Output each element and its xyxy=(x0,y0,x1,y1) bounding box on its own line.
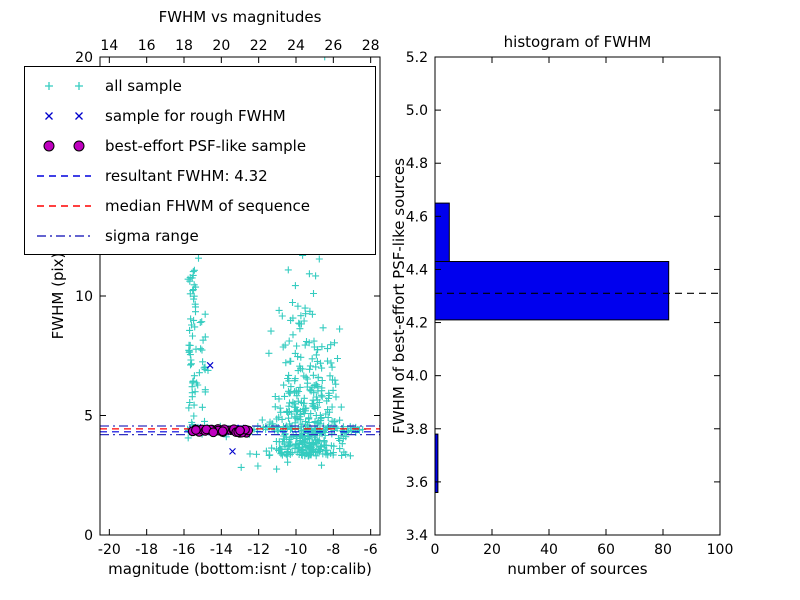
svg-text:5.2: 5.2 xyxy=(406,50,428,66)
histogram-title: histogram of FWHM xyxy=(503,33,652,51)
svg-text:26: 26 xyxy=(324,38,342,54)
svg-text:-12: -12 xyxy=(247,542,270,558)
svg-text:-18: -18 xyxy=(135,542,158,558)
legend-item-median-fwhm: median FHWM of sequence xyxy=(33,193,367,218)
svg-text:5: 5 xyxy=(84,409,93,425)
svg-text:0: 0 xyxy=(84,528,93,544)
svg-text:20: 20 xyxy=(212,38,230,54)
histogram-plot: 0 20 40 60 80 100 3.4 3.6 3.8 4.0 4.2 4.4 4.6 4.8 5.0 5… xyxy=(406,50,734,558)
svg-text:5.0: 5.0 xyxy=(406,103,428,119)
svg-text:-10: -10 xyxy=(285,542,308,558)
histogram-xlabel: number of sources xyxy=(507,560,648,578)
scatter-title: FWHM vs magnitudes xyxy=(158,8,322,26)
legend-item-sigma-range: sigma range xyxy=(33,223,367,248)
red-dashed-line-icon xyxy=(37,204,91,207)
x-markers-icon xyxy=(45,111,83,120)
legend-item-rough-fwhm: sample for rough FWHM xyxy=(33,103,367,128)
svg-text:-8: -8 xyxy=(326,542,340,558)
svg-text:4.0: 4.0 xyxy=(406,369,428,385)
svg-text:22: 22 xyxy=(250,38,268,54)
svg-text:3.8: 3.8 xyxy=(406,422,428,438)
svg-text:10: 10 xyxy=(75,289,93,305)
svg-text:-14: -14 xyxy=(210,542,233,558)
histogram-ylabel: FWHM of best-effort PSF-like sources xyxy=(390,158,408,434)
legend-label: resultant FWHM: 4.32 xyxy=(105,166,268,185)
blue-dashdot-line-icon xyxy=(37,234,91,237)
svg-text:20: 20 xyxy=(483,542,501,558)
svg-text:4.8: 4.8 xyxy=(406,156,428,172)
svg-text:24: 24 xyxy=(287,38,305,54)
histogram-bar xyxy=(434,261,670,321)
legend-item-resultant-fwhm: resultant FWHM: 4.32 xyxy=(33,163,367,188)
svg-text:14: 14 xyxy=(100,38,118,54)
legend-label: median FHWM of sequence xyxy=(105,196,310,215)
legend-label: sample for rough FWHM xyxy=(105,106,286,125)
plus-markers-icon xyxy=(45,81,83,90)
legend-label: best-effort PSF-like sample xyxy=(105,136,307,155)
histogram-bar xyxy=(434,202,450,263)
svg-text:40: 40 xyxy=(540,542,558,558)
svg-text:4.2: 4.2 xyxy=(406,316,428,332)
svg-text:80: 80 xyxy=(654,542,672,558)
svg-text:20: 20 xyxy=(75,50,93,66)
svg-text:-16: -16 xyxy=(173,542,196,558)
svg-text:28: 28 xyxy=(362,38,380,54)
svg-text:18: 18 xyxy=(175,38,193,54)
circle-markers-icon xyxy=(43,140,85,151)
svg-text:-6: -6 xyxy=(364,542,378,558)
scatter-plot: -20-18-16-14-12-10-8-6051015201416182022… xyxy=(75,38,381,558)
svg-text:-20: -20 xyxy=(98,542,121,558)
legend: all sample sample for rough FWHM best-ef… xyxy=(24,66,376,255)
scatter-xlabel: magnitude (bottom:isnt / top:calib) xyxy=(108,560,372,578)
svg-text:16: 16 xyxy=(138,38,156,54)
svg-text:100: 100 xyxy=(707,542,734,558)
svg-text:4.4: 4.4 xyxy=(406,262,428,278)
svg-text:3.4: 3.4 xyxy=(406,528,428,544)
svg-text:3.6: 3.6 xyxy=(406,475,428,491)
blue-dashed-line-icon xyxy=(37,174,91,177)
legend-item-psf-sample: best-effort PSF-like sample xyxy=(33,133,367,158)
scatter-ylabel: FWHM (pix) xyxy=(49,252,67,340)
legend-label: all sample xyxy=(105,76,182,95)
legend-label: sigma range xyxy=(105,226,199,245)
svg-text:0: 0 xyxy=(431,542,440,558)
svg-text:4.6: 4.6 xyxy=(406,209,428,225)
legend-item-all-sample: all sample xyxy=(33,73,367,98)
svg-text:60: 60 xyxy=(597,542,615,558)
scatter-points xyxy=(100,57,380,473)
